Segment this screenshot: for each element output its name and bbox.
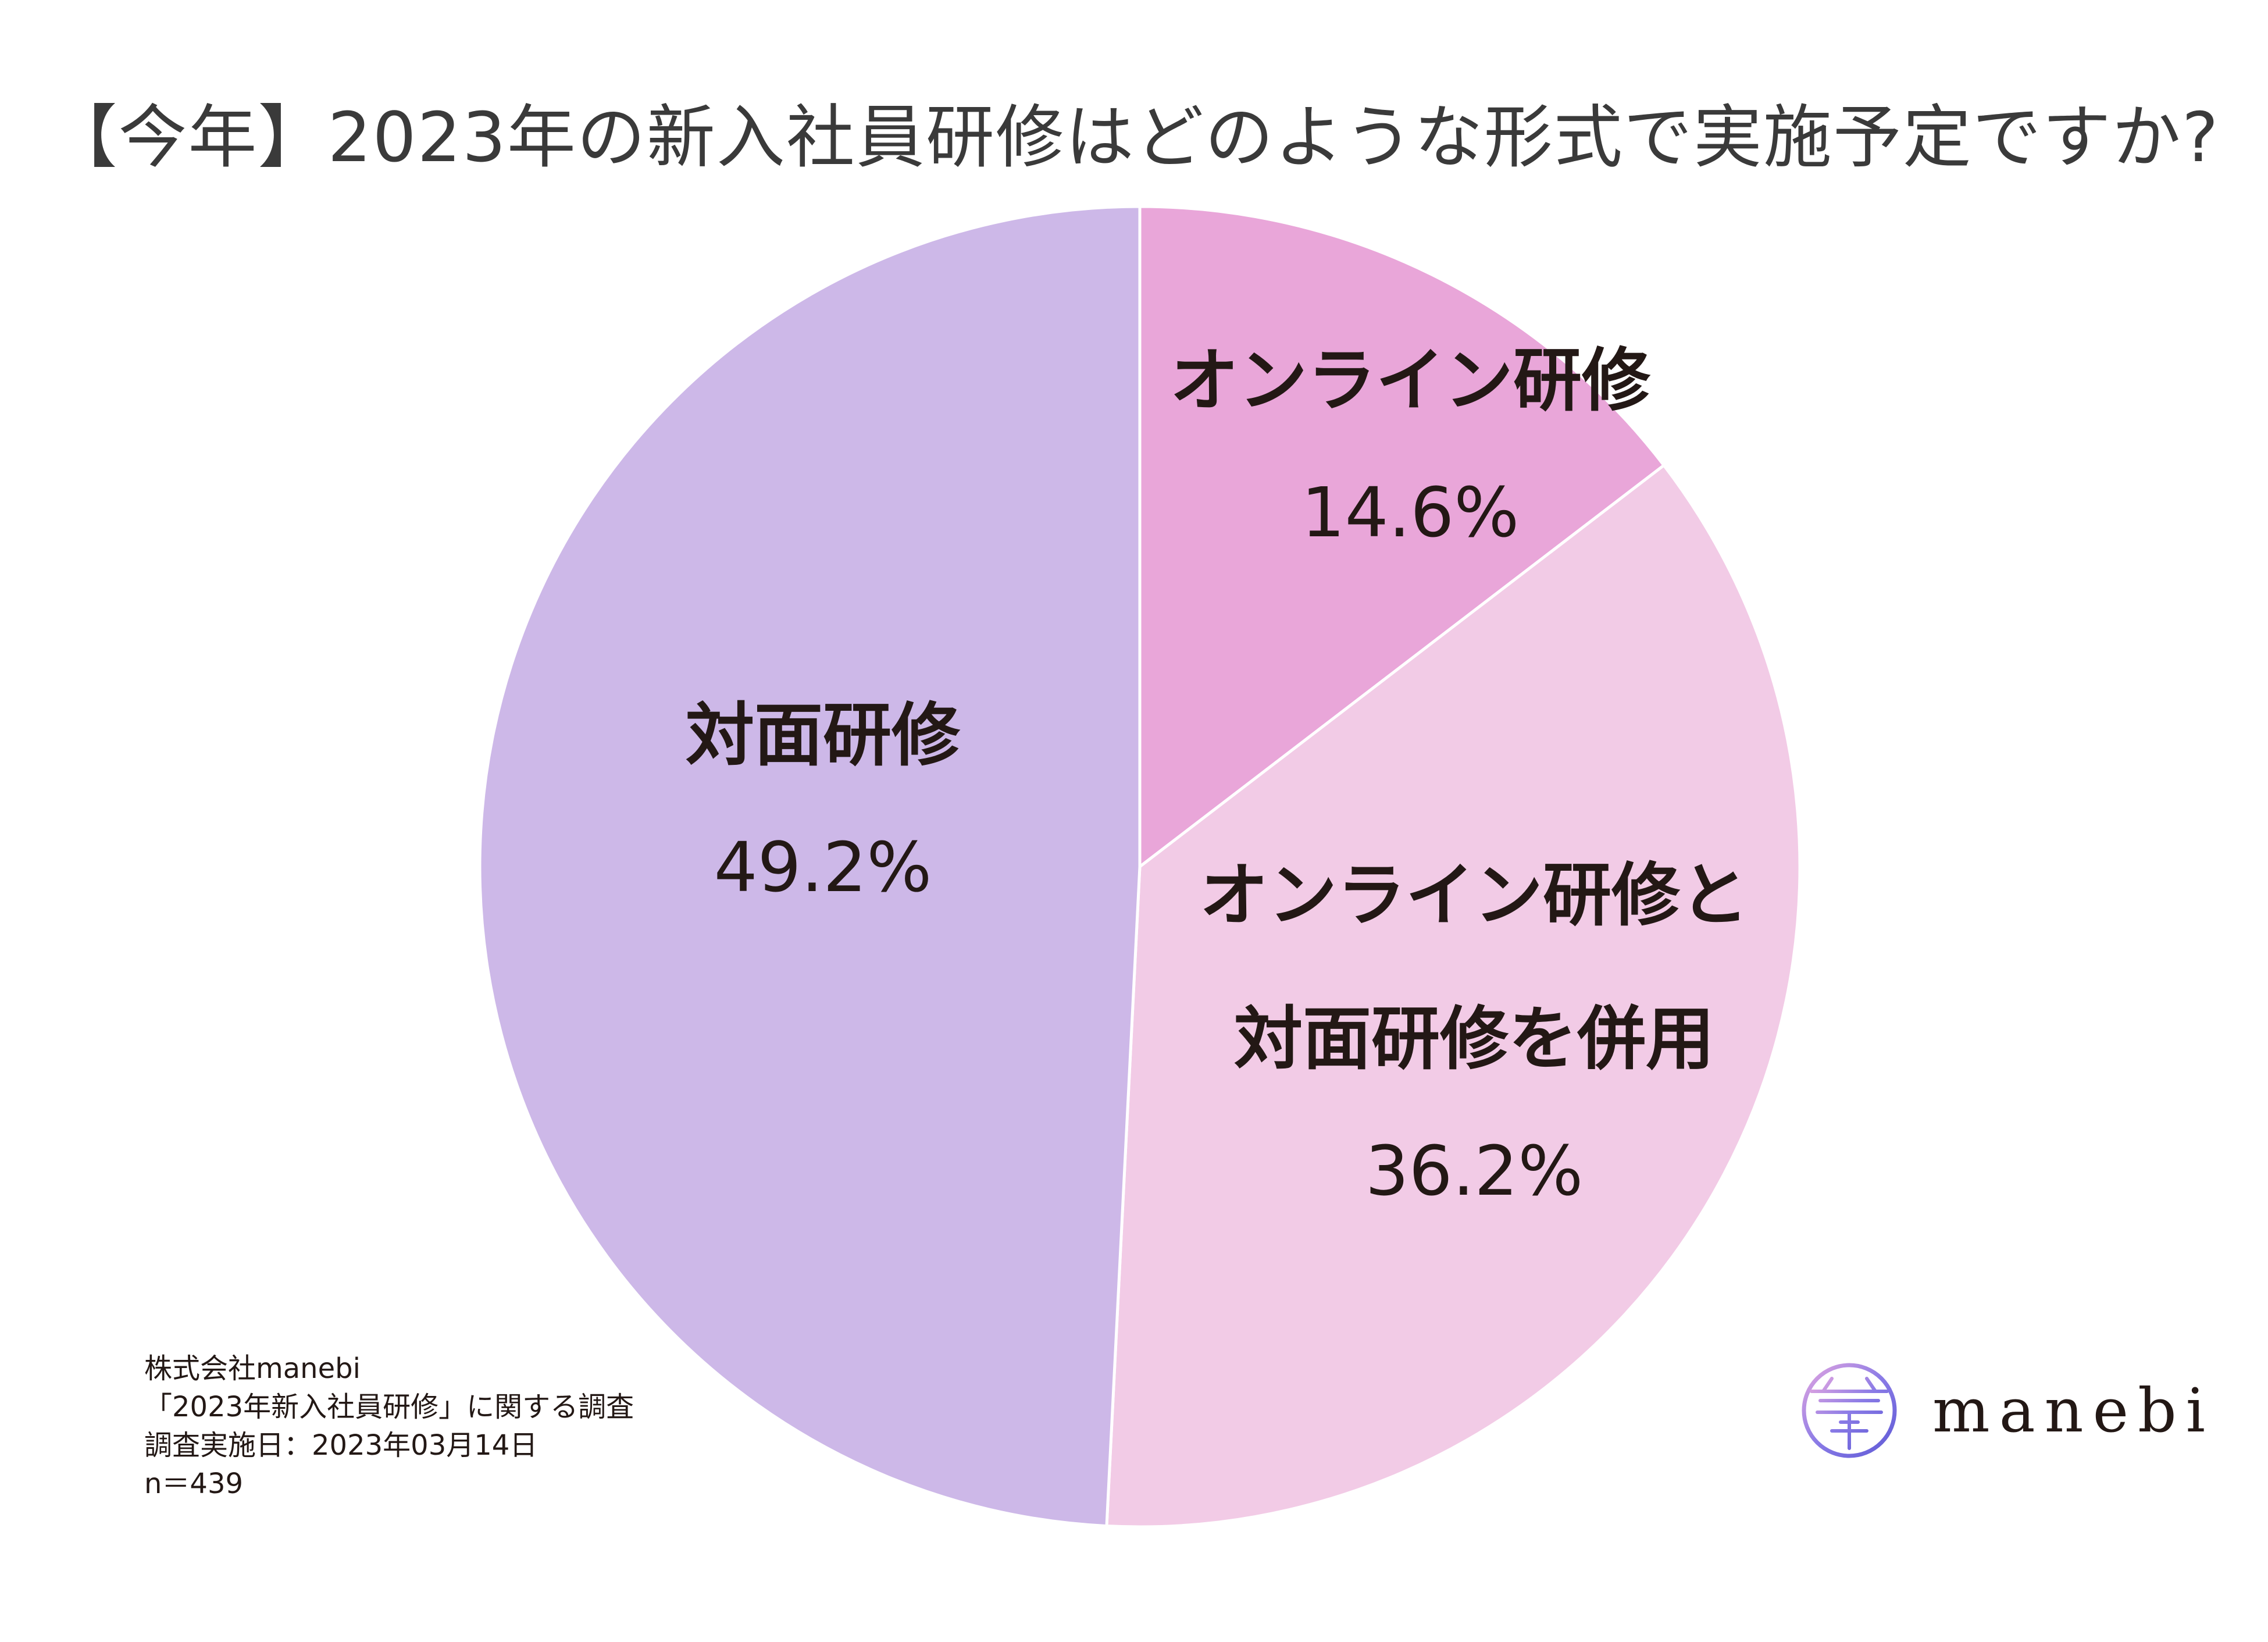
slice-label-1-line-1: オンライン研修 xyxy=(1170,340,1651,421)
slice-value-1: 14.6% xyxy=(1301,472,1520,553)
pie-slice-1 xyxy=(1138,205,1666,870)
slice-label-2-line-2: 対面研修を併用 xyxy=(1234,999,1714,1079)
manebi-logo-icon xyxy=(1802,1363,1897,1458)
brand-logo: manebi xyxy=(1800,1361,2214,1460)
brand-name: manebi xyxy=(1932,1375,2214,1446)
slice-label-3-line-1: 対面研修 xyxy=(686,695,961,775)
source-line-date: 調査実施日：2023年03月14日 xyxy=(144,1429,538,1462)
pie-slice-3 xyxy=(478,205,1142,1528)
source-note: 株式会社manebi 「2023年新入社員研修」に関する調査 調査実施日：202… xyxy=(144,1349,634,1503)
source-line-company: 株式会社manebi xyxy=(144,1352,361,1385)
slice-value-2: 36.2% xyxy=(1365,1131,1584,1211)
pie-slices xyxy=(478,205,1802,1529)
source-line-sample: n＝439 xyxy=(144,1468,244,1500)
source-line-survey: 「2023年新入社員研修」に関する調査 xyxy=(144,1391,634,1423)
chart-title: 【今年】2023年の新入社員研修はどのような形式で実施予定ですか? xyxy=(48,97,2220,177)
slice-label-2-line-1: オンライン研修と xyxy=(1200,855,1749,935)
pie-slice-2 xyxy=(1105,463,1802,1529)
slice-value-3: 49.2% xyxy=(714,827,932,907)
